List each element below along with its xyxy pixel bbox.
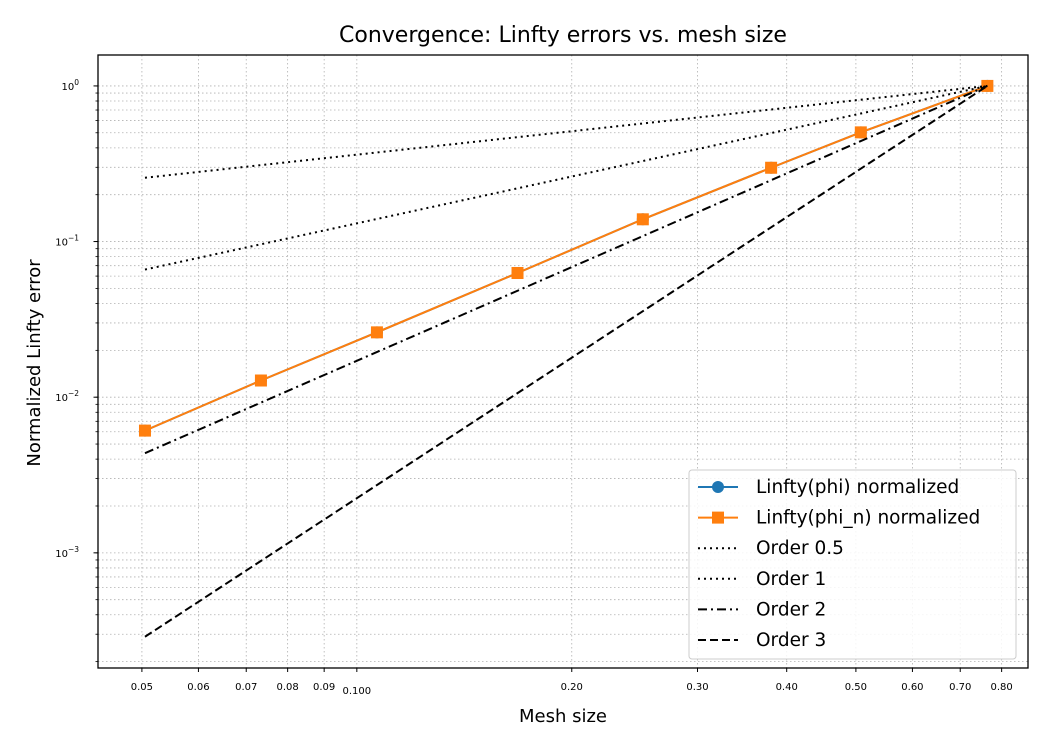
legend-marker xyxy=(712,481,724,493)
x-tick-label: 0.09 xyxy=(313,682,335,693)
legend-label: Order 2 xyxy=(756,599,826,620)
y-tick-label: 10−2 xyxy=(55,389,79,404)
x-tick-label: 0.06 xyxy=(187,682,209,693)
legend-entry: Linfty(phi_n) normalized xyxy=(698,508,980,529)
y-tick-label: 10−3 xyxy=(55,545,79,560)
y-tick-label: 10−1 xyxy=(55,234,79,249)
legend: Linfty(phi) normalized Linfty(phi_n) norm… xyxy=(688,469,1017,660)
x-tick-label: 0.07 xyxy=(235,682,257,693)
series-point xyxy=(370,326,383,339)
legend-marker xyxy=(712,511,724,524)
grid-lines xyxy=(98,55,1028,668)
x-tick-label: 0.100 xyxy=(343,686,372,697)
legend-label: Order 1 xyxy=(756,569,826,590)
series-point xyxy=(254,374,267,387)
legend-label: Order 3 xyxy=(756,630,826,651)
axis-ticks: 0.05 0.06 0.07 0.08 0.09 0.100 0.20 0.30 0.40 0.5… xyxy=(55,78,1013,697)
x-tick-label: 0.08 xyxy=(277,682,299,693)
legend-entry: Order 2 xyxy=(698,599,826,620)
series-point xyxy=(511,267,524,280)
x-tick-label: 0.70 xyxy=(949,682,971,693)
series-point xyxy=(138,424,151,437)
legend-box xyxy=(688,469,1017,660)
x-tick-label: 0.80 xyxy=(991,682,1013,693)
x-tick-label: 0.20 xyxy=(561,682,583,693)
series-point xyxy=(765,161,778,174)
plot-series xyxy=(138,79,994,638)
y-tick-label: 100 xyxy=(61,78,79,93)
legend-entry: Linfty(phi) normalized xyxy=(698,477,959,498)
series-point xyxy=(854,126,867,139)
legend-entry: Order 3 xyxy=(698,630,826,651)
legend-label: Linfty(phi) normalized xyxy=(756,477,959,498)
x-tick-label: 0.05 xyxy=(131,682,153,693)
x-axis-label: Mesh size xyxy=(519,706,607,727)
y-axis-label: Normalized Linfty error xyxy=(24,259,45,467)
legend-entry: Order 1 xyxy=(698,569,826,590)
series-4 xyxy=(144,85,988,455)
series-line xyxy=(144,85,988,455)
x-tick-label: 0.40 xyxy=(776,682,798,693)
legend-label: Order 0.5 xyxy=(756,538,844,559)
chart-title: Convergence: Linfty errors vs. mesh size xyxy=(339,23,787,48)
x-tick-label: 0.30 xyxy=(686,682,708,693)
series-line xyxy=(144,84,988,432)
x-tick-label: 0.50 xyxy=(845,682,867,693)
legend-label: Linfty(phi_n) normalized xyxy=(756,508,980,529)
series-point xyxy=(636,213,649,226)
x-tick-label: 0.60 xyxy=(901,682,923,693)
legend-entry: Order 0.5 xyxy=(698,538,844,559)
plot-frame xyxy=(97,54,1029,669)
